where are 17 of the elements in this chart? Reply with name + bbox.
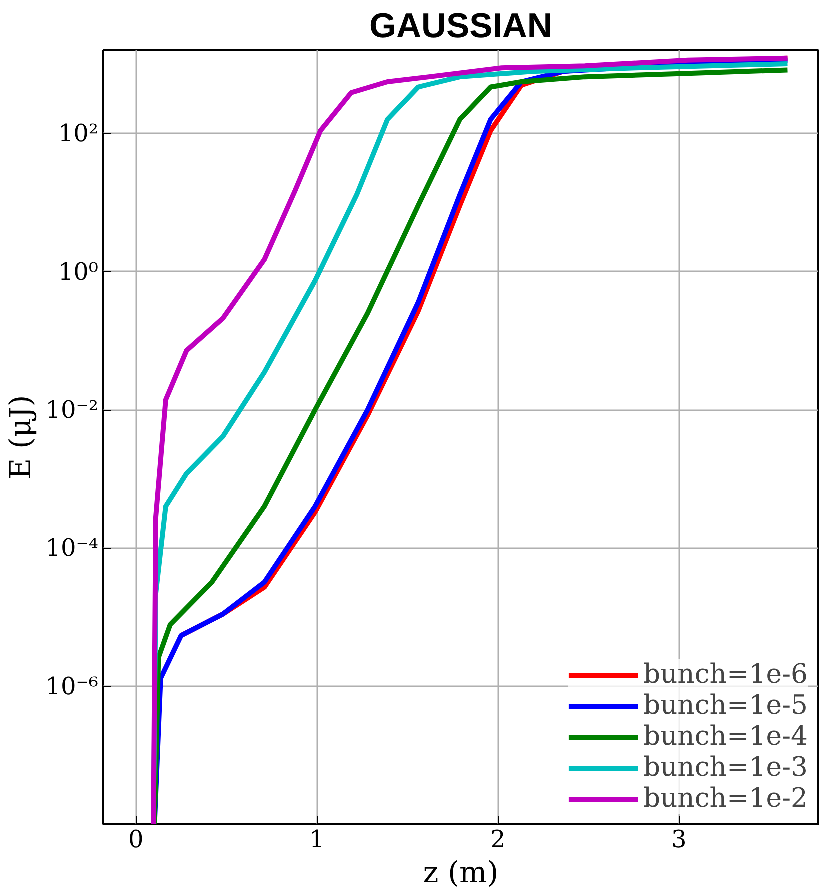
y-axis-title: E (μJ) [4, 395, 38, 480]
y-tick-label: 10⁻⁶ [46, 672, 98, 700]
chart-title: GAUSSIAN [370, 8, 552, 46]
legend-label: bunch=1e-6 [643, 659, 808, 690]
legend-label: bunch=1e-4 [643, 721, 808, 752]
y-tick-label: 10⁻⁴ [46, 534, 98, 562]
y-tick-label: 10⁰ [58, 258, 99, 286]
y-tick-label: 10² [58, 120, 99, 148]
x-axis-title: z (m) [423, 856, 499, 890]
legend-label: bunch=1e-2 [643, 783, 808, 814]
legend-label: bunch=1e-3 [643, 752, 808, 783]
x-tick-label: 3 [671, 826, 687, 854]
y-tick-label: 10⁻² [46, 396, 98, 424]
x-tick-label: 2 [490, 826, 506, 854]
legend-label: bunch=1e-5 [643, 690, 808, 721]
x-tick-label: 0 [128, 826, 144, 854]
x-tick-label: 1 [309, 826, 325, 854]
